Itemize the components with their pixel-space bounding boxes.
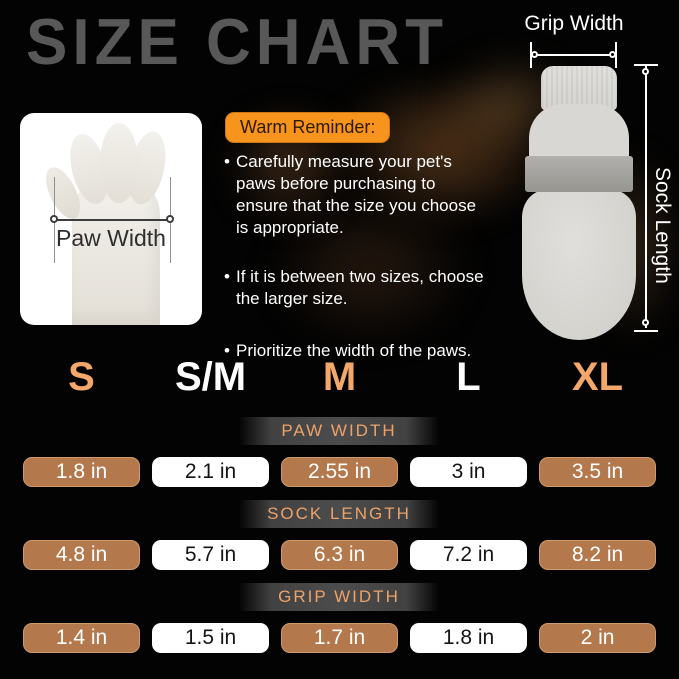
- paw-width-measure-line: [54, 219, 171, 221]
- measure-endpoint-icon: [166, 215, 174, 223]
- cell-paw-width-m: 2.55 in: [281, 457, 398, 487]
- section-header-grip-width: GRIP WIDTH: [239, 583, 439, 611]
- sock-cuff-illustration: [541, 66, 617, 110]
- cell-grip-width-l: 1.8 in: [410, 623, 527, 653]
- cell-paw-width-sm: 2.1 in: [152, 457, 269, 487]
- row-sock-length: 4.8 in 5.7 in 6.3 in 7.2 in 8.2 in: [0, 540, 679, 570]
- measure-endpoint-icon: [50, 215, 58, 223]
- paw-toe-illustration: [100, 123, 138, 203]
- list-item: Carefully measure your pet's paws before…: [224, 151, 490, 239]
- cell-paw-width-xl: 3.5 in: [539, 457, 656, 487]
- cell-grip-width-s: 1.4 in: [23, 623, 140, 653]
- cell-sock-length-l: 7.2 in: [410, 540, 527, 570]
- measure-endpoint-icon: [642, 319, 649, 326]
- sock-length-label: Sock Length: [651, 166, 674, 284]
- measure-cap: [634, 64, 658, 66]
- list-item: If it is between two sizes, choose the l…: [224, 266, 490, 310]
- cell-grip-width-sm: 1.5 in: [152, 623, 269, 653]
- section-header-paw-width: PAW WIDTH: [239, 417, 439, 445]
- measure-endpoint-icon: [531, 51, 538, 58]
- list-item: Prioritize the width of the paws.: [224, 340, 490, 362]
- size-label-xl: XL: [571, 355, 624, 399]
- row-grip-width: 1.4 in 1.5 in 1.7 in 1.8 in 2 in: [0, 623, 679, 653]
- grip-width-measure-line: [531, 54, 617, 56]
- cell-sock-length-m: 6.3 in: [281, 540, 398, 570]
- cell-sock-length-sm: 5.7 in: [152, 540, 269, 570]
- warm-reminder-badge: Warm Reminder:: [225, 112, 391, 143]
- size-label-l: L: [456, 355, 481, 399]
- page-title: SIZE CHART: [26, 7, 448, 79]
- warm-reminder-list: Carefully measure your pet's paws before…: [224, 151, 490, 389]
- cell-grip-width-m: 1.7 in: [281, 623, 398, 653]
- sock-upper-illustration: [529, 104, 629, 164]
- cell-paw-width-s: 1.8 in: [23, 457, 140, 487]
- size-label-sm: S/M: [174, 355, 247, 399]
- sock-diagram: Grip Width Sock Length: [500, 8, 679, 353]
- size-header-row: S S/M M L XL: [0, 356, 679, 398]
- reminder-text: Carefully measure your pet's paws before…: [236, 152, 477, 238]
- size-label-s: S: [68, 355, 95, 399]
- sock-strap-illustration: [525, 156, 633, 192]
- cell-grip-width-xl: 2 in: [539, 623, 656, 653]
- reminder-text: If it is between two sizes, choose the l…: [236, 267, 484, 309]
- section-header-sock-length: SOCK LENGTH: [239, 500, 439, 528]
- measure-endpoint-icon: [642, 68, 649, 75]
- paw-photo-box: Paw Width: [20, 113, 202, 325]
- cell-sock-length-xl: 8.2 in: [539, 540, 656, 570]
- paw-width-label: Paw Width: [56, 225, 166, 251]
- reminder-text: Prioritize the width of the paws.: [236, 340, 472, 360]
- grip-width-label: Grip Width: [524, 12, 624, 35]
- sock-length-measure-line: [645, 66, 647, 328]
- sock-foot-illustration: [522, 190, 636, 340]
- measure-cap: [634, 330, 658, 332]
- cell-paw-width-l: 3 in: [410, 457, 527, 487]
- cell-sock-length-s: 4.8 in: [23, 540, 140, 570]
- size-label-m: M: [322, 355, 357, 399]
- measure-endpoint-icon: [609, 51, 616, 58]
- row-paw-width: 1.8 in 2.1 in 2.55 in 3 in 3.5 in: [0, 457, 679, 487]
